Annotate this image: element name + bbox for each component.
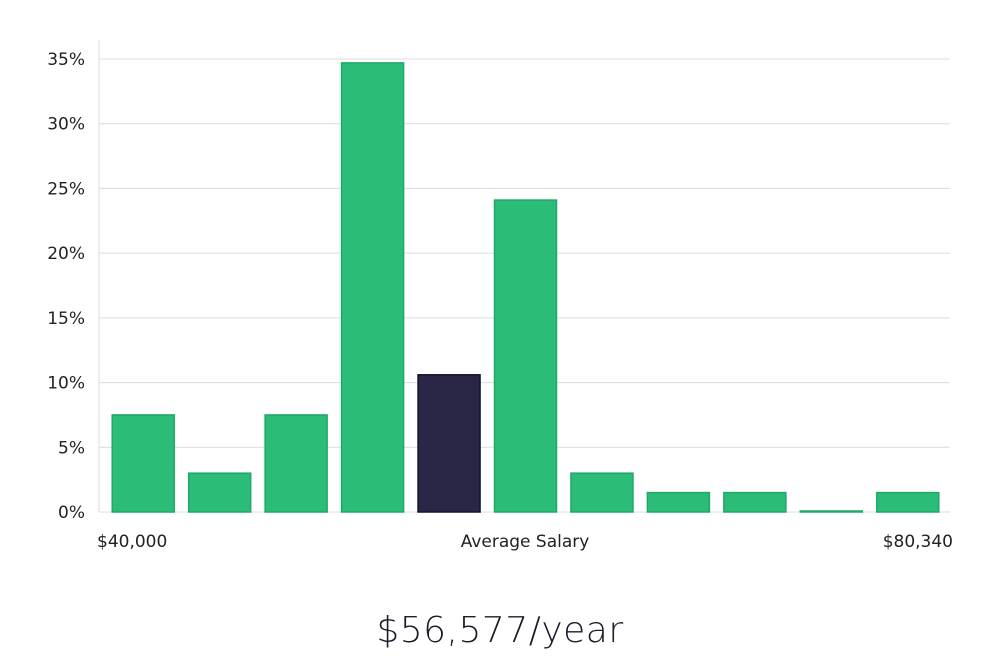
bar <box>493 199 558 513</box>
bar <box>876 491 940 513</box>
salary-histogram: 0% 5% 10% 15% 20% 25% 30% 35% $40,000 Average S… <box>47 40 953 552</box>
y-tick-label: 0% <box>58 503 85 523</box>
bar <box>570 472 634 513</box>
y-tick-label: 25% <box>47 179 85 199</box>
bars <box>111 62 940 513</box>
bar <box>187 472 252 513</box>
y-tick-labels: 0% 5% 10% 15% 20% 25% 30% 35% <box>47 50 85 523</box>
x-axis-title: Average Salary <box>461 532 590 552</box>
x-min-label: $40,000 <box>97 532 167 552</box>
y-tick-label: 15% <box>47 309 85 329</box>
bar <box>264 414 328 513</box>
y-tick-label: 5% <box>58 438 85 458</box>
y-tick-label: 10% <box>47 374 85 394</box>
bar <box>646 491 711 513</box>
bar-highlighted <box>417 374 481 513</box>
y-tick-label: 20% <box>47 244 85 264</box>
bar <box>799 510 864 513</box>
y-tick-label: 35% <box>47 50 85 70</box>
y-tick-label: 30% <box>47 115 85 135</box>
bar <box>723 491 787 513</box>
bar <box>340 62 405 513</box>
average-salary-value: $56,577/year <box>376 610 624 651</box>
bar <box>111 414 175 513</box>
x-max-label: $80,340 <box>883 532 953 552</box>
